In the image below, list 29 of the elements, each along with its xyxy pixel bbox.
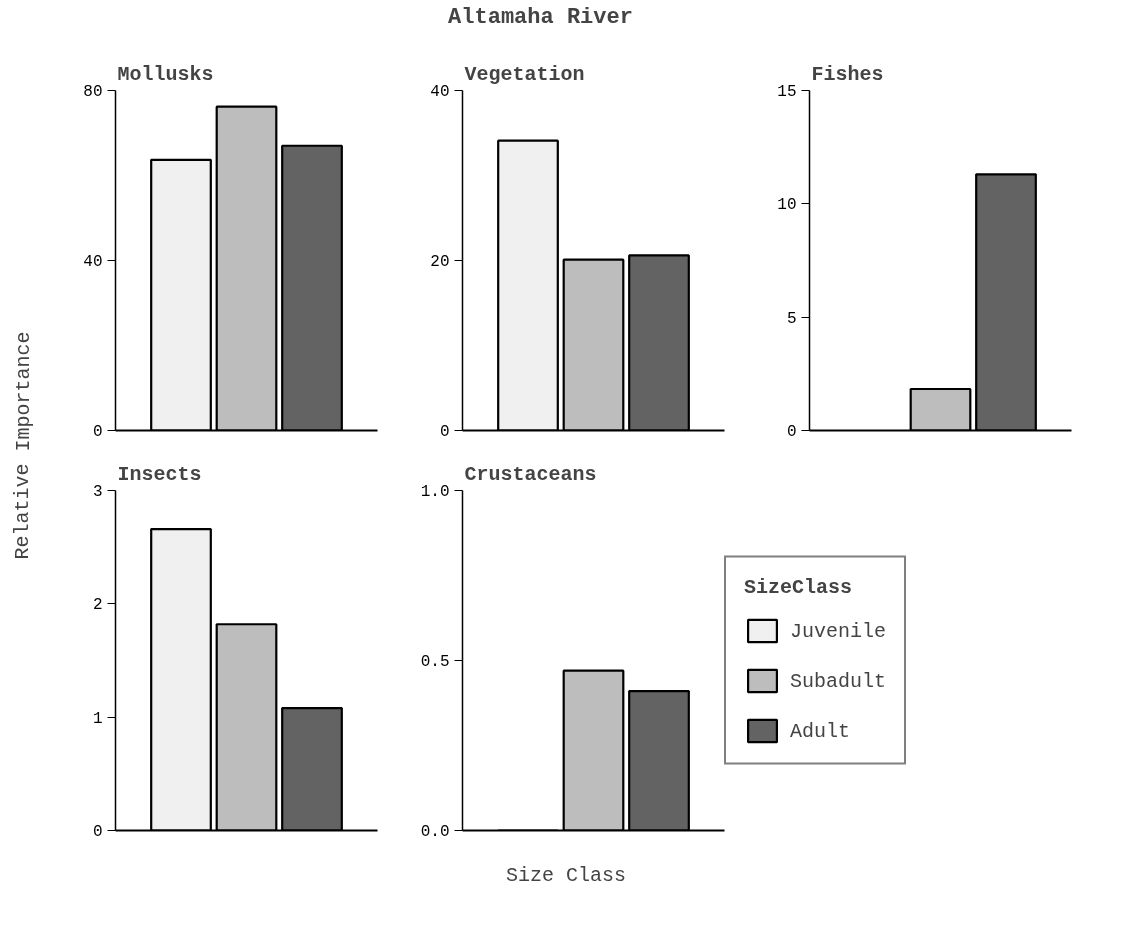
y-tick-label: 0 [786,423,797,441]
text: Relative Importance [11,331,35,560]
y-tick-label: 80 [83,83,103,101]
y-tick-label: 2 [92,596,103,615]
y-tick-label: 20 [430,253,450,271]
chart-title: Crustaceans [464,462,597,486]
y-tick-label: 0 [439,423,450,441]
y-tick-label: 15 [777,83,797,101]
y-tick-label: 10 [777,196,797,215]
chart-title: Insects [117,462,202,486]
y-tick-label: 1 [92,709,103,728]
y-tick-label: 0 [92,423,103,441]
legend-label: Adult [790,719,851,742]
y-tick-label: 40 [83,253,103,271]
chart-title: Vegetation [464,62,585,86]
chart-title: Mollusks [117,62,214,86]
chart-title: Fishes [811,62,884,86]
y-tick-label: 40 [430,83,450,101]
y-tick-label: 0.5 [420,653,450,671]
text: Size Class [505,864,627,887]
legend-label: Juvenile [790,619,887,642]
y-tick-label: 0 [92,823,103,841]
legend-title: SizeClass [744,575,854,599]
y-tick-label: 1.0 [420,483,450,501]
y-tick-label: 0.0 [420,823,450,841]
legend-label: Subadult [790,669,887,692]
y-tick-label: 3 [92,483,103,501]
text: Altamaha River [448,4,633,30]
y-tick-label: 5 [786,309,797,328]
